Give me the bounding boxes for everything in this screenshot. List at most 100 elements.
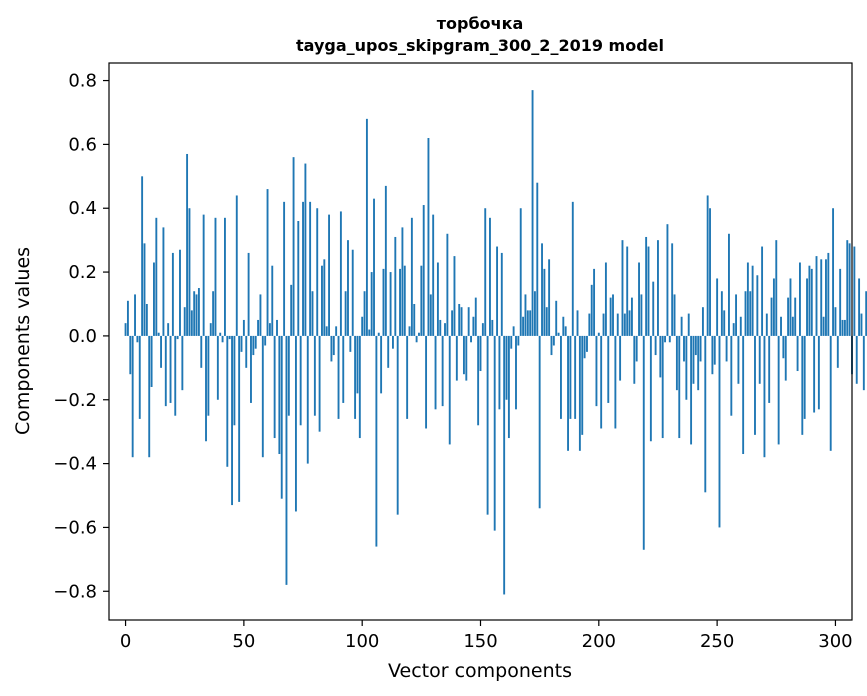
bar-261 [742,335,745,455]
bar-256 [730,335,733,416]
bar-292 [815,256,818,336]
bar-37 [212,291,215,336]
bar-82 [318,335,321,432]
bar-50 [242,319,245,336]
bar-200 [597,332,600,336]
bar-313 [865,291,867,336]
bar-72 [294,335,297,512]
bar-183 [557,332,560,336]
bar-288 [806,278,808,336]
bar-91 [339,211,342,336]
bar-52 [247,252,250,336]
bar-113 [392,335,394,349]
bar-14 [157,332,160,336]
bar-224 [654,335,657,356]
bar-237 [685,335,688,400]
bar-283 [794,297,797,336]
x-axis-ticks: 0 50 100 150 200 250 300 [120,620,853,652]
bar-243 [699,335,702,362]
bar-38 [214,217,217,336]
bar-289 [808,265,811,336]
bar-129 [429,294,432,336]
bar-24 [181,335,184,391]
bar-265 [751,265,754,336]
bar-97 [354,335,357,419]
bar-132 [436,262,439,336]
bar-272 [768,335,771,403]
bar-170 [526,310,529,336]
bar-32 [200,335,203,368]
bar-236 [683,335,685,362]
bar-134 [441,335,444,407]
bar-111 [387,335,390,368]
bar-153 [486,335,489,515]
bar-133 [439,319,442,336]
bar-249 [713,335,716,365]
bar-238 [687,313,690,336]
bar-280 [787,297,790,336]
bar-127 [425,335,428,429]
bar-126 [422,205,425,336]
bar-287 [803,335,806,419]
bar-60 [266,189,269,336]
bar-202 [602,313,605,336]
x-tick-label-150: 150 [463,631,497,652]
bar-36 [209,323,212,336]
bar-12 [153,262,155,336]
bar-297 [827,252,830,336]
bar-308 [853,246,856,336]
bar-262 [744,291,747,336]
bar-222 [649,335,652,442]
bar-128 [427,138,430,336]
bar-218 [640,294,643,336]
bar-85 [325,326,328,336]
bar-281 [789,278,792,336]
bar-304 [843,319,846,336]
bar-190 [574,335,577,419]
bar-296 [825,259,827,336]
chart-title: торбочка [437,14,524,33]
bar-241 [694,335,697,356]
bar-269 [761,246,764,336]
bar-155 [491,319,494,336]
y-axis-ticks: −0.8 −0.6 −0.4 −0.2 0.0 0.2 0.4 0.6 0.8 [53,71,109,602]
bar-114 [394,236,397,336]
bar-193 [581,335,584,435]
bar-8 [143,243,146,336]
bar-167 [519,208,522,336]
bar-291 [813,335,816,413]
bar-35 [207,335,210,416]
bar-40 [219,332,222,336]
bar-125 [420,265,423,336]
bar-217 [638,262,640,336]
bar-51 [245,335,248,368]
bar-93 [344,291,347,336]
bar-54 [252,335,255,356]
bar-112 [389,272,392,336]
x-tick-label-200: 200 [582,631,616,652]
bar-64 [276,319,278,336]
bar-285 [799,262,801,336]
bar-197 [590,284,593,336]
bar-146 [470,335,472,343]
bar-194 [583,335,586,359]
bar-96 [351,249,354,336]
bar-102 [365,118,368,336]
bar-259 [737,335,740,384]
bar-31 [197,288,200,336]
bar-219 [642,335,645,550]
bar-74 [299,335,302,426]
bar-17 [164,335,167,407]
bar-212 [626,246,629,336]
bar-252 [720,291,723,336]
bar-240 [692,335,695,384]
bar-106 [375,335,378,547]
plot-frame [108,62,853,621]
bar-57 [259,294,262,336]
y-axis-label: Components values [12,247,34,435]
bar-56 [257,319,260,336]
bar-4 [134,294,136,336]
bar-107 [377,332,380,336]
bar-23 [179,249,181,336]
bar-15 [160,335,162,368]
